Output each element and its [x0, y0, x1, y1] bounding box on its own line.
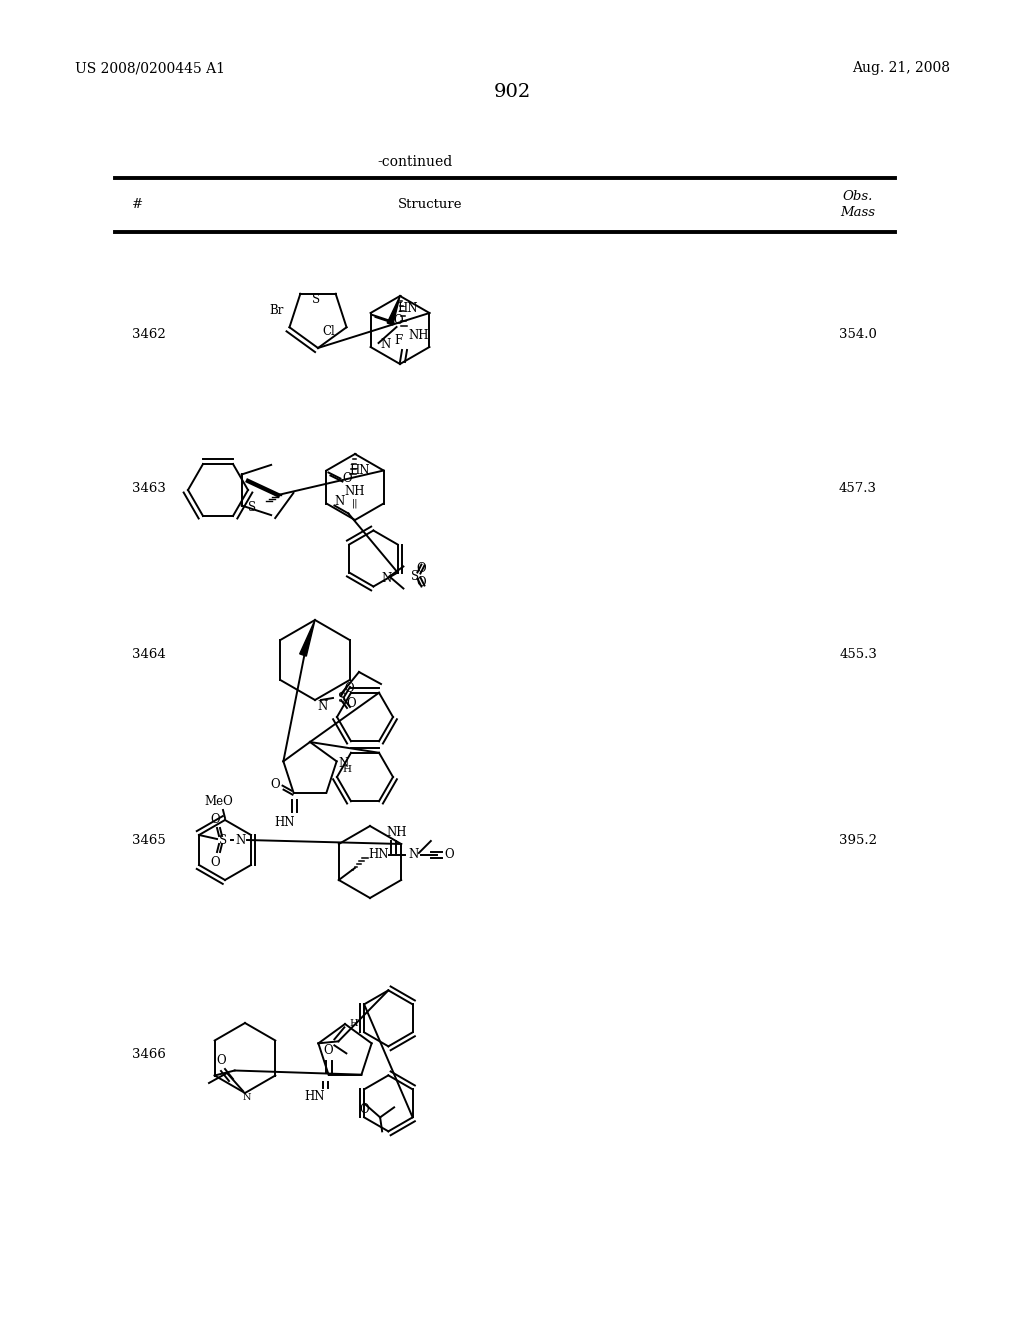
Text: O: O — [359, 1104, 369, 1117]
Text: HN: HN — [274, 816, 295, 829]
Text: 455.3: 455.3 — [839, 648, 877, 661]
Text: NH: NH — [345, 484, 366, 498]
Text: 3463: 3463 — [132, 482, 166, 495]
Text: H: H — [343, 766, 351, 775]
Text: S: S — [248, 502, 256, 513]
Text: Cl: Cl — [322, 325, 335, 338]
Text: O: O — [342, 473, 352, 484]
Text: 457.3: 457.3 — [839, 482, 877, 495]
Text: O: O — [344, 682, 354, 696]
Text: -continued: -continued — [378, 154, 453, 169]
Text: Mass: Mass — [841, 206, 876, 219]
Text: O: O — [216, 1053, 226, 1067]
Text: 3466: 3466 — [132, 1048, 166, 1061]
Text: Structure: Structure — [397, 198, 462, 211]
Text: 395.2: 395.2 — [839, 833, 877, 846]
Text: O: O — [210, 855, 220, 869]
Text: N: N — [243, 1093, 251, 1101]
Text: 902: 902 — [494, 83, 530, 102]
Text: 354.0: 354.0 — [839, 329, 877, 342]
Text: O: O — [444, 849, 455, 862]
Text: O: O — [324, 1044, 334, 1056]
Text: O: O — [417, 562, 426, 576]
Text: N: N — [381, 572, 391, 585]
Polygon shape — [387, 296, 400, 325]
Text: O: O — [210, 813, 220, 826]
Text: N: N — [381, 338, 391, 351]
Text: O: O — [346, 697, 355, 710]
Text: US 2008/0200445 A1: US 2008/0200445 A1 — [75, 61, 225, 75]
Text: NH: NH — [387, 826, 408, 840]
Text: HN: HN — [349, 465, 370, 477]
Text: O: O — [393, 314, 403, 327]
Text: H: H — [349, 1019, 357, 1028]
Text: N: N — [335, 495, 345, 508]
Text: N: N — [317, 700, 328, 713]
Text: N: N — [339, 756, 349, 770]
Text: Br: Br — [269, 305, 284, 317]
Text: 3465: 3465 — [132, 833, 166, 846]
Text: ||: || — [352, 499, 358, 508]
Text: S: S — [312, 293, 321, 306]
Text: HN: HN — [305, 1090, 326, 1104]
Text: Aug. 21, 2008: Aug. 21, 2008 — [852, 61, 950, 75]
Text: 3462: 3462 — [132, 329, 166, 342]
Text: O: O — [270, 779, 280, 791]
Text: S: S — [412, 570, 420, 583]
Text: N: N — [409, 849, 419, 862]
Text: MeO: MeO — [205, 795, 233, 808]
Text: O: O — [417, 576, 426, 589]
Text: NH: NH — [408, 329, 428, 342]
Polygon shape — [300, 620, 315, 656]
Text: HN: HN — [397, 302, 418, 315]
Text: 3464: 3464 — [132, 648, 166, 661]
Text: N: N — [236, 833, 246, 846]
Text: HN: HN — [369, 849, 389, 862]
Text: #: # — [132, 198, 143, 211]
Text: F: F — [394, 334, 402, 346]
Text: S: S — [338, 692, 346, 705]
Text: Obs.: Obs. — [843, 190, 873, 203]
Text: S: S — [219, 833, 227, 846]
